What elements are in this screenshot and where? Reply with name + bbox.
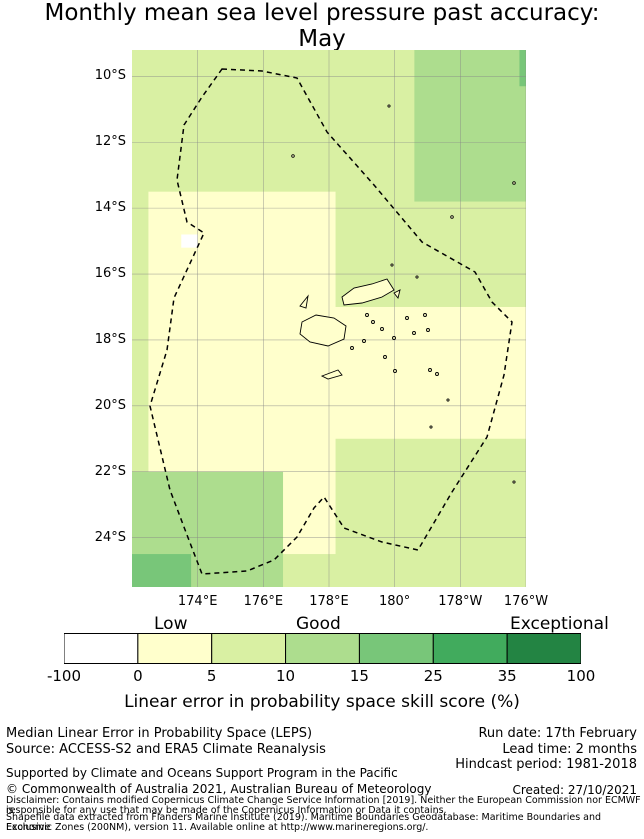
lon-tick-label: 176°W bbox=[503, 594, 549, 609]
lat-tick-label: 14°S bbox=[94, 200, 126, 216]
island-kadavu bbox=[320, 369, 343, 380]
colorbar-tick-label: 15 bbox=[349, 667, 369, 685]
support-text: Supported by Climate and Oceans Support … bbox=[6, 766, 398, 780]
lat-tick-label: 22°S bbox=[94, 463, 126, 479]
lon-tick-label: 178°W bbox=[438, 594, 483, 609]
colorbar-tick-label: 100 bbox=[566, 667, 596, 685]
colorbar-tick-label: 25 bbox=[423, 667, 443, 685]
chart-title: Monthly mean sea level pressure past acc… bbox=[0, 0, 644, 52]
colorbar-tick-label: -100 bbox=[46, 667, 82, 685]
shapefile-line-2: Economic Zones (200NM), version 11. Avai… bbox=[6, 822, 429, 833]
lat-tick-label: 18°S bbox=[94, 331, 126, 347]
method-text: Median Linear Error in Probability Space… bbox=[6, 726, 313, 741]
lat-tick-label: 24°S bbox=[94, 529, 126, 545]
category-good: Good bbox=[296, 614, 341, 634]
disclaimer-line-2: responsible for any use that may be made… bbox=[6, 805, 447, 816]
fiji-islands bbox=[291, 104, 516, 484]
island-taveuni bbox=[393, 289, 401, 299]
category-exceptional: Exceptional bbox=[510, 614, 609, 634]
title-line-1: Monthly mean sea level pressure past acc… bbox=[44, 0, 600, 26]
created-text: Created: 27/10/2021 bbox=[512, 783, 637, 797]
lat-tick-label: 10°S bbox=[94, 68, 126, 84]
colorbar-axis-label: Linear error in probability space skill … bbox=[124, 692, 520, 712]
lead-time-text: Lead time: 2 months bbox=[502, 742, 637, 757]
island-yasawa bbox=[299, 294, 309, 309]
hindcast-text: Hindcast period: 1981-2018 bbox=[455, 757, 637, 772]
colorbar-tick-label: 5 bbox=[206, 667, 217, 685]
colorbar bbox=[64, 633, 581, 664]
run-date-text: Run date: 17th February bbox=[478, 726, 637, 741]
lon-tick-label: 174°E bbox=[177, 594, 218, 609]
source-text: Source: ACCESS-S2 and ERA5 Climate Reana… bbox=[6, 742, 326, 757]
island-vanua-levu bbox=[341, 278, 395, 306]
skill-map bbox=[132, 50, 526, 587]
eez-boundary bbox=[149, 68, 513, 575]
title-line-2: May bbox=[298, 26, 346, 52]
lat-tick-label: 16°S bbox=[94, 266, 126, 282]
skill-region-4 bbox=[414, 50, 526, 202]
colorbar-bin-1 bbox=[137, 633, 213, 664]
colorbar-bin-4 bbox=[358, 633, 434, 664]
colorbar-tick-label: 35 bbox=[497, 667, 517, 685]
colorbar-tick-label: 0 bbox=[133, 667, 143, 685]
lat-tick-label: 20°S bbox=[94, 397, 126, 413]
colorbar-bin-0 bbox=[64, 633, 139, 664]
copyright-text: © Commonwealth of Australia 2021, Austra… bbox=[6, 782, 432, 796]
colorbar-bin-3 bbox=[285, 633, 360, 664]
lat-tick-label: 12°S bbox=[94, 134, 126, 150]
disclaimer-line-1: Disclaimer: Contains modified Copernicus… bbox=[6, 795, 641, 816]
lon-tick-label: 176°E bbox=[243, 594, 284, 609]
lon-tick-label: 178°E bbox=[309, 594, 349, 609]
skill-region-3 bbox=[181, 234, 198, 248]
colorbar-bin-6 bbox=[506, 633, 581, 664]
island-viti-levu bbox=[299, 314, 347, 347]
colorbar-bin-5 bbox=[432, 633, 508, 664]
skill-region-6 bbox=[132, 554, 192, 587]
category-low: Low bbox=[154, 614, 188, 634]
shapefile-line-1: Shapefile data extracted from Flanders M… bbox=[6, 812, 602, 833]
lon-tick-label: 180° bbox=[378, 594, 411, 609]
skill-region-7 bbox=[519, 50, 526, 87]
colorbar-tick-label: 10 bbox=[276, 667, 296, 685]
colorbar-bin-2 bbox=[211, 633, 287, 664]
